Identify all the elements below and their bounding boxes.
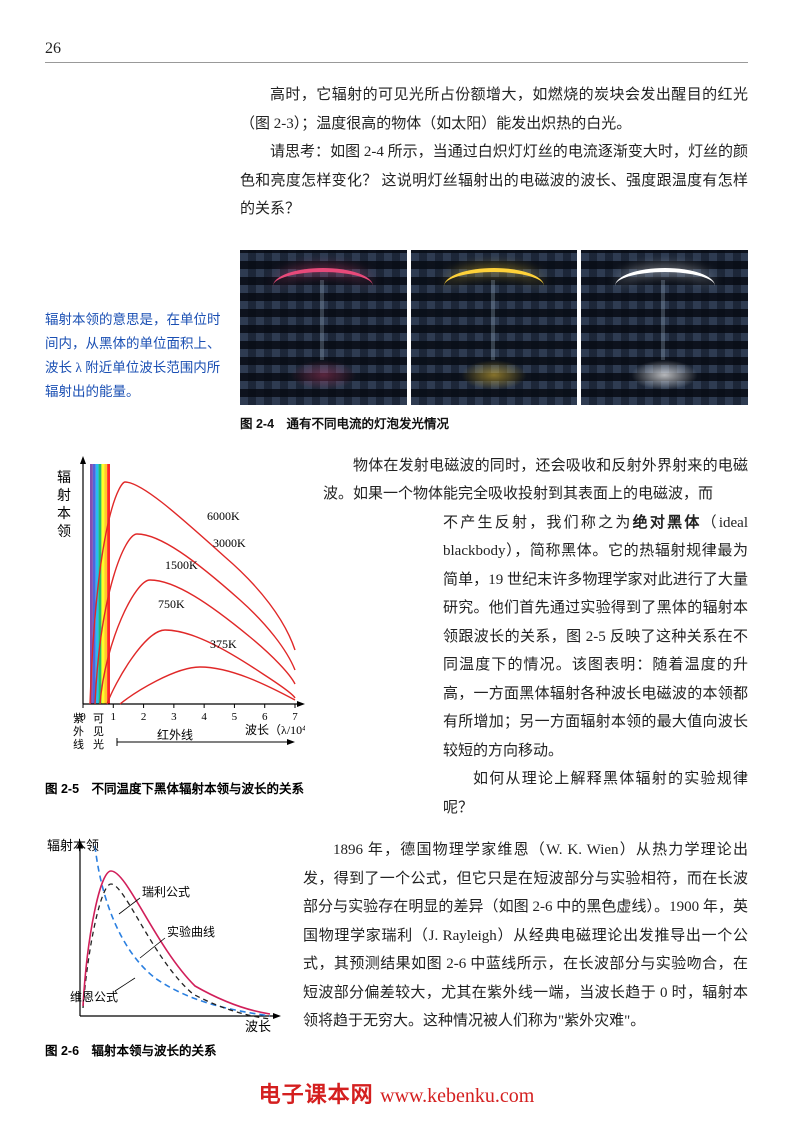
- svg-text:2: 2: [141, 711, 147, 723]
- fig-2-4-caption: 图 2-4 通有不同电流的灯泡发光情况: [240, 413, 748, 432]
- svg-text:1: 1: [111, 711, 117, 723]
- svg-text:4: 4: [201, 711, 207, 723]
- body-p1b-prefix: 不产生反射，我们称之为: [443, 515, 633, 531]
- svg-text:见: 见: [93, 726, 104, 738]
- body-text-upper: 物体在发射电磁波的同时，还会吸收和反射外界射来的电磁波。如果一个物体能完全吸收投…: [323, 452, 748, 823]
- side-note: 辐射本领的意思是，在单位时间内，从黑体的单位面积上、波长 λ 附近单位波长范围内…: [45, 238, 225, 405]
- svg-text:射: 射: [57, 488, 71, 504]
- svg-text:紫: 紫: [73, 712, 84, 725]
- fig-2-6-chart: 辐射本领波长 瑞利公式实验曲线维恩公式: [45, 836, 285, 1036]
- fig-2-5-caption: 图 2-5 不同温度下黑体辐射本领与波长的关系: [45, 778, 305, 797]
- watermark-name: 电子课本网: [259, 1082, 374, 1107]
- svg-text:6: 6: [262, 711, 268, 723]
- svg-text:6000K: 6000K: [207, 509, 240, 523]
- svg-text:波长: 波长: [245, 1019, 271, 1034]
- watermark: 电子课本网 www.kebenku.com: [0, 1077, 793, 1109]
- svg-text:3: 3: [171, 711, 177, 723]
- svg-text:750K: 750K: [158, 597, 185, 611]
- svg-text:可: 可: [93, 713, 104, 725]
- svg-text:领: 领: [57, 524, 71, 540]
- svg-text:辐射本领: 辐射本领: [47, 838, 99, 853]
- svg-text:375K: 375K: [210, 637, 237, 651]
- intro-text-block: 高时，它辐射的可见光所占份额增大，如燃烧的炭块会发出醒目的红光（图 2-3）；温…: [240, 81, 748, 224]
- svg-text:瑞利公式: 瑞利公式: [142, 885, 190, 899]
- svg-text:辐: 辐: [57, 470, 71, 486]
- svg-text:5: 5: [232, 711, 238, 723]
- svg-text:波长（λ/10⁴nm）: 波长（λ/10⁴nm）: [245, 723, 305, 737]
- svg-text:维恩公式: 维恩公式: [70, 990, 118, 1004]
- svg-text:7: 7: [292, 711, 298, 723]
- fig-2-6-caption: 图 2-6 辐射本领与波长的关系: [45, 1040, 285, 1059]
- fig-2-4-strip: [240, 250, 748, 405]
- svg-text:1500K: 1500K: [165, 558, 198, 572]
- body-p3: 1896 年，德国物理学家维恩（W. K. Wien）从热力学理论出发，得到了一…: [303, 836, 748, 1036]
- body-p1b-after: （ideal blackbody），简称黑体。它的热辐射规律最为简单，19 世纪…: [443, 515, 748, 759]
- intro-p2: 请思考：如图 2-4 所示，当通过白炽灯灯丝的电流逐渐变大时，灯丝的颜色和亮度怎…: [240, 138, 748, 224]
- bulb-low-current: [240, 250, 407, 405]
- body-p2: 如何从理论上解释黑体辐射的实验规律呢？: [443, 765, 748, 822]
- page-number: 26: [45, 40, 748, 58]
- term-blackbody: 绝对黑体: [633, 515, 702, 531]
- svg-text:外: 外: [73, 725, 84, 738]
- bulb-mid-current: [411, 250, 578, 405]
- svg-text:3000K: 3000K: [213, 536, 246, 550]
- body-p1a: 物体在发射电磁波的同时，还会吸收和反射外界射来的电磁波。如果一个物体能完全吸收投…: [323, 458, 748, 503]
- svg-text:线: 线: [73, 737, 84, 751]
- watermark-url: www.kebenku.com: [380, 1085, 534, 1107]
- svg-text:光: 光: [93, 737, 104, 751]
- intro-p1: 高时，它辐射的可见光所占份额增大，如燃烧的炭块会发出醒目的红光（图 2-3）；温…: [240, 81, 748, 138]
- svg-text:本: 本: [57, 506, 71, 522]
- svg-text:实验曲线: 实验曲线: [167, 924, 215, 939]
- svg-text:红外线: 红外线: [157, 727, 193, 742]
- fig-2-5-chart: 012345676000K3000K1500K750K375K辐射本领波长（λ/…: [45, 452, 305, 772]
- bulb-high-current: [581, 250, 748, 405]
- body-text-lower: 1896 年，德国物理学家维恩（W. K. Wien）从热力学理论出发，得到了一…: [303, 836, 748, 1059]
- header-rule: [45, 62, 748, 63]
